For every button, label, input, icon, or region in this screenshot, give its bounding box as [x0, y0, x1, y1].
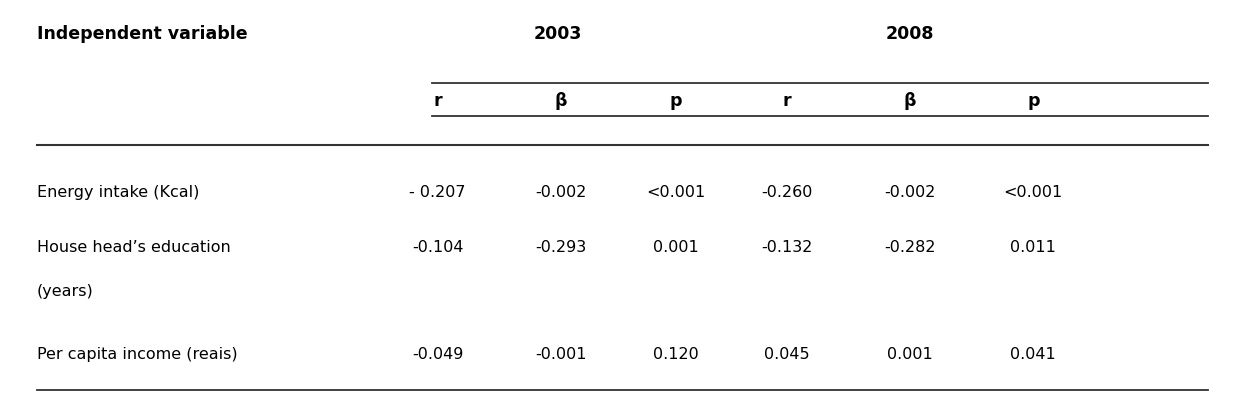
Text: -0.104: -0.104: [412, 239, 464, 254]
Text: - 0.207: - 0.207: [409, 185, 466, 200]
Text: -0.260: -0.260: [761, 185, 813, 200]
Text: 0.001: 0.001: [652, 239, 699, 254]
Text: Energy intake (Kcal): Energy intake (Kcal): [37, 185, 200, 200]
Text: -0.049: -0.049: [412, 346, 464, 361]
Text: 2003: 2003: [533, 25, 582, 43]
Text: -0.132: -0.132: [761, 239, 813, 254]
Text: 0.011: 0.011: [1010, 239, 1057, 254]
Text: 0.041: 0.041: [1010, 346, 1057, 361]
Text: -0.293: -0.293: [535, 239, 587, 254]
Text: <0.001: <0.001: [1004, 185, 1063, 200]
Text: Independent variable: Independent variable: [37, 25, 248, 43]
Text: (years): (years): [37, 283, 94, 298]
Text: p: p: [670, 91, 682, 109]
Text: 2008: 2008: [885, 25, 935, 43]
Text: p: p: [1027, 91, 1039, 109]
Text: Per capita income (reais): Per capita income (reais): [37, 346, 238, 361]
Text: -0.002: -0.002: [884, 185, 936, 200]
Text: β: β: [904, 91, 916, 109]
Text: -0.001: -0.001: [535, 346, 587, 361]
Text: β: β: [555, 91, 567, 109]
Text: -0.282: -0.282: [884, 239, 936, 254]
Text: -0.002: -0.002: [535, 185, 587, 200]
Text: r: r: [783, 91, 790, 109]
Text: 0.120: 0.120: [652, 346, 699, 361]
Text: House head’s education: House head’s education: [37, 239, 231, 254]
Text: <0.001: <0.001: [646, 185, 705, 200]
Text: r: r: [434, 91, 441, 109]
Text: 0.045: 0.045: [763, 346, 810, 361]
Text: 0.001: 0.001: [887, 346, 933, 361]
